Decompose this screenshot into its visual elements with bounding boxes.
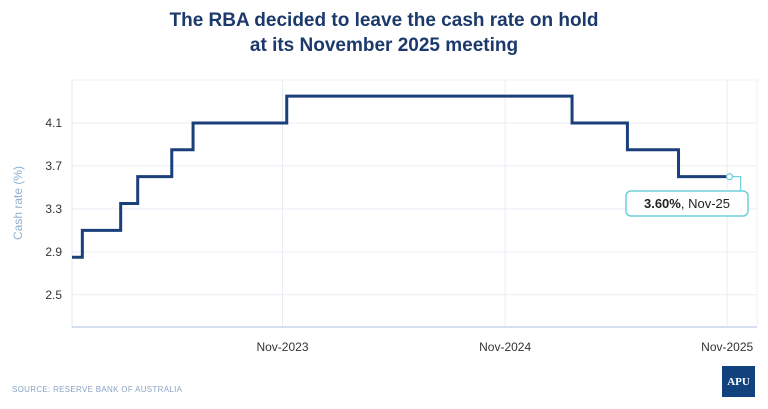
- y-axis-label: Cash rate (%): [11, 166, 25, 240]
- x-tick-label: Nov-2023: [256, 340, 308, 354]
- y-tick-label: 3.7: [45, 159, 62, 173]
- y-tick-label: 3.3: [45, 202, 62, 216]
- annotation-label: 3.60%, Nov-25: [644, 196, 730, 211]
- source-note: SOURCE: RESERVE BANK OF AUSTRALIA: [12, 385, 183, 394]
- apu-logo: APU: [722, 366, 755, 397]
- x-tick-label: Nov-2024: [479, 340, 531, 354]
- title-line-2: at its November 2025 meeting: [249, 35, 519, 56]
- annotation-box: [625, 190, 749, 217]
- annotation-date: , Nov-25: [681, 196, 730, 211]
- annotation-leader: [731, 176, 742, 194]
- x-tick-label: Nov-2025: [701, 340, 753, 354]
- title-line-1: The RBA decided to leave the cash rate o…: [169, 10, 599, 31]
- cash-rate-step-line: [72, 94, 730, 259]
- y-tick-label: 2.5: [45, 288, 62, 302]
- y-tick-label: 2.9: [45, 245, 62, 259]
- y-tick-label: 4.1: [45, 116, 62, 130]
- chart-title: The RBA decided to leave the cash rate o…: [0, 8, 768, 58]
- annotation-value: 3.60%: [644, 196, 681, 211]
